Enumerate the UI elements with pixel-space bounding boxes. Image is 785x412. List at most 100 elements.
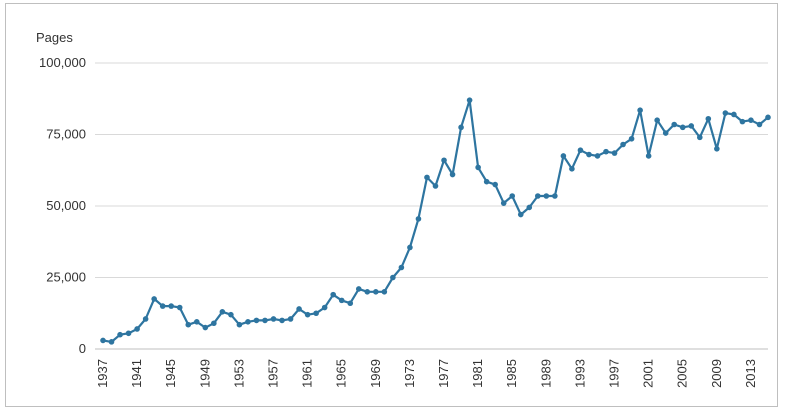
data-point bbox=[296, 306, 302, 312]
x-tick-label: 1969 bbox=[368, 359, 383, 388]
data-point bbox=[304, 311, 311, 318]
x-tick-label: 2001 bbox=[641, 359, 656, 388]
data-point bbox=[211, 320, 217, 327]
data-point bbox=[705, 115, 712, 122]
x-tick-label: 2005 bbox=[675, 359, 690, 388]
data-point bbox=[662, 130, 669, 136]
data-point bbox=[603, 148, 609, 155]
data-point bbox=[432, 183, 439, 189]
x-tick-label: 1993 bbox=[572, 359, 587, 388]
data-point bbox=[552, 193, 558, 199]
data-point bbox=[313, 310, 319, 317]
y-tick-label: 75,000 bbox=[46, 127, 86, 142]
data-point bbox=[671, 121, 678, 128]
data-point bbox=[722, 110, 729, 116]
data-point bbox=[765, 114, 771, 121]
data-point bbox=[458, 124, 464, 131]
x-tick-label: 1949 bbox=[197, 359, 212, 388]
data-point bbox=[645, 153, 652, 159]
data-point bbox=[586, 151, 592, 158]
data-point bbox=[415, 216, 422, 222]
data-point bbox=[611, 150, 618, 156]
data-point bbox=[321, 304, 328, 311]
grid-lines bbox=[95, 62, 768, 350]
data-point bbox=[424, 174, 430, 181]
data-point bbox=[475, 164, 481, 171]
data-point bbox=[714, 146, 720, 152]
data-point bbox=[219, 309, 226, 315]
y-axis-title: Pages bbox=[36, 30, 73, 45]
x-tick-label: 2009 bbox=[709, 359, 724, 388]
x-tick-label: 2013 bbox=[743, 359, 758, 388]
x-tick-label: 1953 bbox=[231, 359, 246, 388]
x-tick-label: 1997 bbox=[607, 359, 622, 388]
data-point bbox=[560, 153, 567, 159]
x-tick-label: 1941 bbox=[129, 359, 144, 388]
data-point bbox=[637, 107, 643, 113]
data-point bbox=[236, 321, 243, 328]
x-tick-label: 1989 bbox=[538, 359, 553, 388]
data-point bbox=[449, 171, 456, 178]
data-point bbox=[569, 166, 575, 172]
data-point bbox=[253, 317, 260, 324]
data-point bbox=[117, 331, 123, 338]
data-point bbox=[373, 289, 379, 295]
data-point bbox=[202, 324, 209, 331]
data-point bbox=[526, 204, 533, 211]
x-tick-label: 1977 bbox=[436, 359, 451, 388]
data-point bbox=[483, 178, 490, 185]
data-point bbox=[594, 153, 601, 159]
x-tick-label: 1961 bbox=[300, 359, 315, 388]
data-point bbox=[193, 319, 200, 325]
data-point bbox=[228, 311, 234, 318]
data-point bbox=[176, 304, 183, 311]
data-point bbox=[159, 303, 166, 309]
data-point bbox=[100, 337, 106, 344]
data-point bbox=[390, 274, 396, 281]
data-point bbox=[696, 134, 703, 141]
x-tick-labels: 1937 1941 1945 1949 1953 1957 1961 1965 1969 1973… bbox=[95, 359, 758, 388]
y-tick-label: 25,000 bbox=[46, 270, 86, 285]
data-point bbox=[543, 193, 550, 199]
data-point bbox=[355, 286, 362, 292]
y-tick-label: 0 bbox=[79, 341, 86, 356]
data-point bbox=[279, 317, 285, 324]
data-point bbox=[535, 193, 541, 199]
data-point bbox=[347, 300, 354, 307]
data-series bbox=[100, 97, 771, 345]
data-point bbox=[381, 289, 388, 295]
data-point bbox=[168, 303, 175, 309]
data-point bbox=[142, 316, 149, 322]
data-point bbox=[398, 264, 405, 271]
data-point bbox=[748, 117, 754, 123]
data-point bbox=[185, 321, 192, 328]
y-tick-labels: 0 25,000 50,000 75,000 100,000 bbox=[39, 55, 86, 356]
data-point bbox=[134, 326, 140, 332]
x-tick-label: 1965 bbox=[334, 359, 349, 388]
data-point bbox=[151, 296, 157, 302]
data-point bbox=[628, 135, 635, 142]
x-tick-label: 1937 bbox=[95, 359, 110, 388]
data-point bbox=[492, 181, 498, 188]
data-point bbox=[364, 289, 371, 295]
series-line bbox=[102, 99, 769, 343]
data-point bbox=[500, 200, 507, 206]
data-point bbox=[441, 157, 447, 164]
x-tick-label: 1957 bbox=[266, 359, 281, 388]
data-point bbox=[517, 211, 524, 218]
data-point bbox=[125, 330, 132, 337]
data-point bbox=[466, 97, 473, 103]
data-point bbox=[739, 118, 746, 125]
x-tick-label: 1973 bbox=[402, 359, 417, 388]
data-point bbox=[620, 141, 626, 148]
data-point bbox=[509, 193, 516, 199]
x-tick-label: 1981 bbox=[470, 359, 485, 388]
data-point bbox=[731, 111, 737, 118]
data-point bbox=[245, 319, 251, 325]
data-point bbox=[407, 244, 413, 251]
x-tick-label: 1945 bbox=[163, 359, 178, 388]
data-point bbox=[338, 297, 345, 304]
data-point bbox=[330, 291, 336, 298]
y-tick-label: 50,000 bbox=[46, 198, 86, 213]
